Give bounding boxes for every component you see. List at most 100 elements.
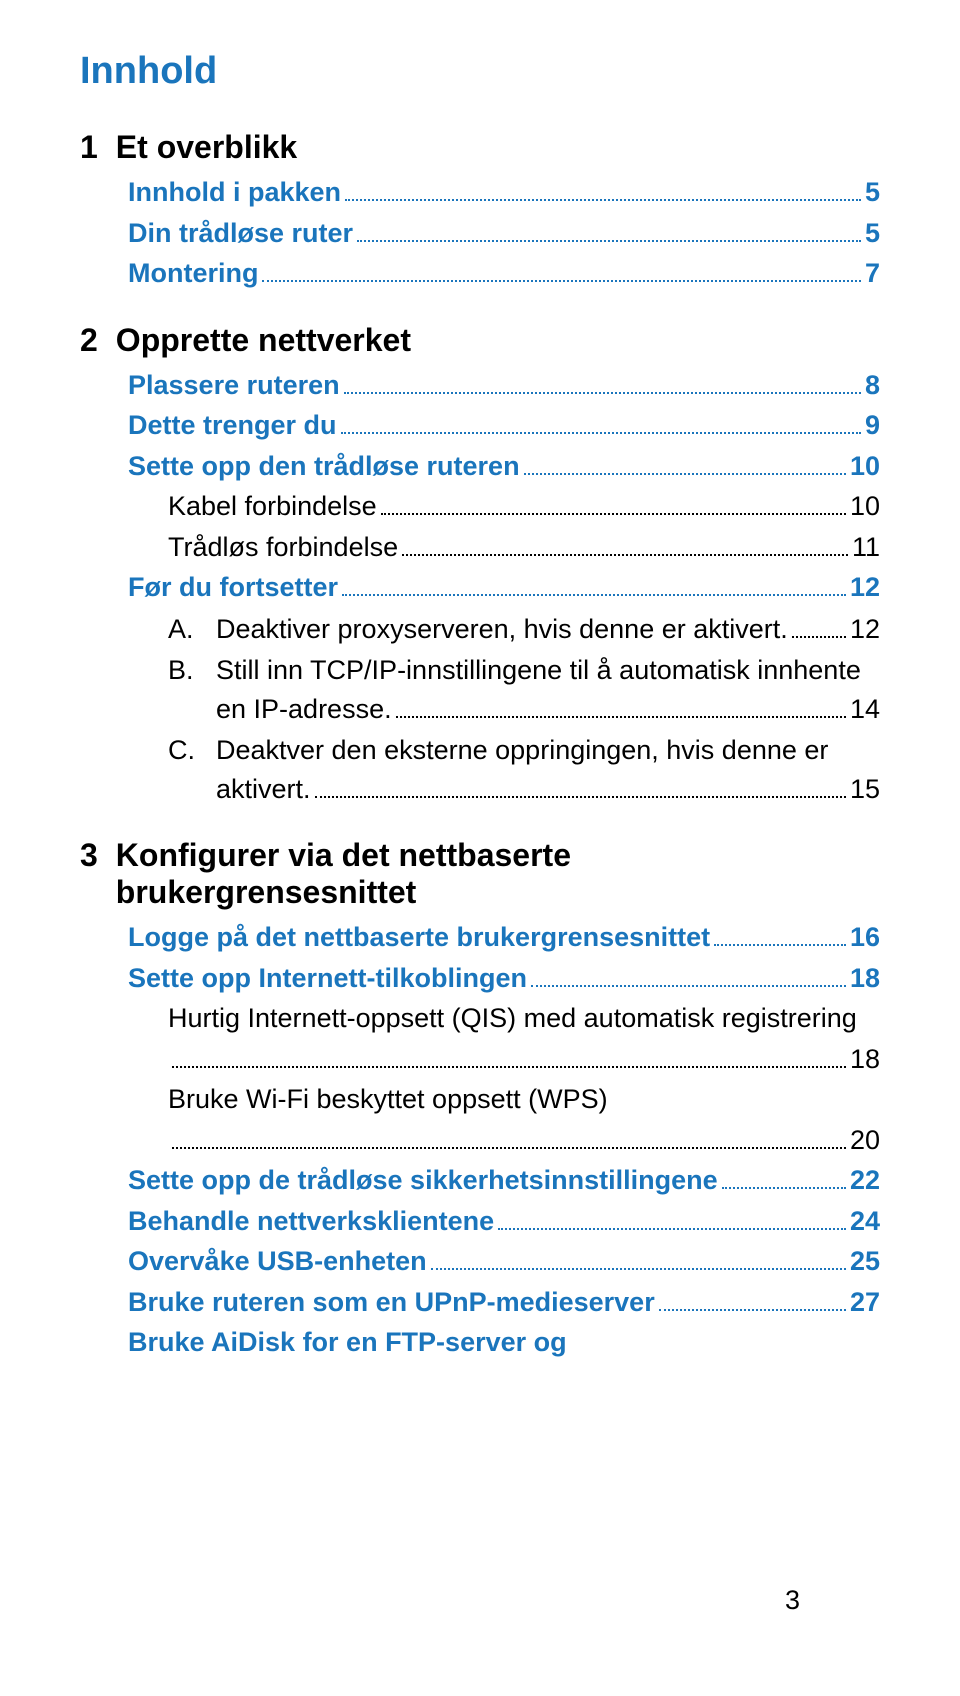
toc-page: 20	[850, 1120, 880, 1161]
toc-leader	[315, 796, 846, 798]
page-number: 3	[785, 1585, 800, 1616]
toc-page: 11	[852, 527, 880, 568]
toc-label: Dette trenger du	[128, 405, 337, 446]
toc-page: 10	[850, 486, 880, 527]
chapter-title: Konfigurer via det nettbaserte brukergre…	[116, 837, 880, 911]
toc-label: Still inn TCP/IP-innstillingene til å au…	[216, 651, 861, 690]
toc-leader	[172, 1147, 846, 1149]
toc-label: aktivert.	[216, 770, 311, 809]
toc-label: Bruke AiDisk for en FTP-server og	[128, 1322, 567, 1363]
toc-leader	[792, 636, 846, 638]
toc-entry[interactable]: Sette opp de trådløse sikkerhetsinnstill…	[80, 1160, 880, 1201]
toc-entry[interactable]: Behandle nettverksklientene 24	[80, 1201, 880, 1242]
toc-label: Hurtig Internett-oppsett (QIS) med autom…	[168, 998, 857, 1039]
toc-label: Sette opp de trådløse sikkerhetsinnstill…	[128, 1160, 718, 1201]
toc-page: 14	[850, 690, 880, 729]
toc-leader	[344, 392, 861, 394]
toc-entry[interactable]: Kabel forbindelse 10	[80, 486, 880, 527]
toc-leader	[531, 985, 846, 987]
toc-label: Trådløs forbindelse	[168, 527, 398, 568]
toc-leader	[722, 1187, 846, 1189]
chapter-header: 3 Konfigurer via det nettbaserte brukerg…	[80, 837, 880, 911]
toc-entry[interactable]: Overvåke USB-enheten 25	[80, 1241, 880, 1282]
toc-page: 15	[850, 770, 880, 809]
toc-label: Sette opp Internett-tilkoblingen	[128, 958, 527, 999]
toc-subentry[interactable]: A. Deaktiver proxyserveren, hvis denne e…	[80, 610, 880, 649]
toc-entry[interactable]: Sette opp Internett-tilkoblingen 18	[80, 958, 880, 999]
chapter-number: 1	[80, 129, 98, 166]
toc-page: 18	[850, 958, 880, 999]
toc-leader	[714, 944, 846, 946]
toc-page: 12	[850, 610, 880, 649]
toc-entry[interactable]: Hurtig Internett-oppsett (QIS) med autom…	[80, 998, 880, 1079]
toc-page: 22	[850, 1160, 880, 1201]
toc-entry[interactable]: Sette opp den trådløse ruteren 10	[80, 446, 880, 487]
toc-label: Innhold i pakken	[128, 172, 341, 213]
toc-page: 10	[850, 446, 880, 487]
chapter-2: 2 Opprette nettverket Plassere ruteren 8…	[80, 322, 880, 810]
toc-leader	[659, 1309, 846, 1311]
chapter-number: 2	[80, 322, 98, 359]
toc-label: Bruke Wi-Fi beskyttet oppsett (WPS)	[168, 1079, 608, 1120]
toc-label: Kabel forbindelse	[168, 486, 377, 527]
sub-letter: A.	[168, 610, 216, 649]
chapter-3: 3 Konfigurer via det nettbaserte brukerg…	[80, 837, 880, 1363]
toc-entry[interactable]: Bruke ruteren som en UPnP-medieserver 27	[80, 1282, 880, 1323]
toc-label: Plassere ruteren	[128, 365, 340, 406]
toc-page: 5	[865, 213, 880, 254]
toc-leader	[431, 1268, 846, 1270]
toc-entry[interactable]: Bruke AiDisk for en FTP-server og	[80, 1322, 880, 1363]
toc-page: 5	[865, 172, 880, 213]
toc-leader	[342, 594, 846, 596]
toc-subentry[interactable]: C. Deaktver den eksterne oppringingen, h…	[80, 731, 880, 809]
toc-leader	[498, 1228, 846, 1230]
toc-label: Sette opp den trådløse ruteren	[128, 446, 520, 487]
sub-letter: C.	[168, 731, 216, 809]
chapter-1: 1 Et overblikk Innhold i pakken 5 Din tr…	[80, 129, 880, 294]
toc-label: Overvåke USB-enheten	[128, 1241, 427, 1282]
toc-entry[interactable]: Bruke Wi-Fi beskyttet oppsett (WPS) 20	[80, 1079, 880, 1160]
toc-leader	[172, 1066, 846, 1068]
toc-leader	[341, 432, 861, 434]
toc-label: Før du fortsetter	[128, 567, 338, 608]
toc-label: Din trådløse ruter	[128, 213, 353, 254]
toc-page: 24	[850, 1201, 880, 1242]
chapter-title: Et overblikk	[116, 129, 297, 166]
toc-page: 12	[850, 567, 880, 608]
toc-entry[interactable]: Montering 7	[80, 253, 880, 294]
chapter-number: 3	[80, 837, 98, 874]
toc-leader	[396, 716, 846, 718]
toc-leader	[402, 554, 848, 556]
sub-letter: B.	[168, 651, 216, 729]
toc-leader	[262, 280, 860, 282]
toc-entry[interactable]: Dette trenger du 9	[80, 405, 880, 446]
toc-page: 27	[850, 1282, 880, 1323]
toc-entry[interactable]: Plassere ruteren 8	[80, 365, 880, 406]
toc-leader	[381, 513, 846, 515]
toc-label: Behandle nettverksklientene	[128, 1201, 494, 1242]
toc-page: 16	[850, 917, 880, 958]
toc-label: Deaktiver proxyserveren, hvis denne er a…	[216, 610, 788, 649]
toc-page: 7	[865, 253, 880, 294]
chapter-header: 1 Et overblikk	[80, 129, 880, 166]
toc-label: en IP-adresse.	[216, 690, 392, 729]
toc-entry[interactable]: Din trådløse ruter 5	[80, 213, 880, 254]
toc-entry[interactable]: Før du fortsetter 12	[80, 567, 880, 608]
toc-label: Deaktver den eksterne oppringingen, hvis…	[216, 731, 828, 770]
toc-entry[interactable]: Innhold i pakken 5	[80, 172, 880, 213]
chapter-title: Opprette nettverket	[116, 322, 411, 359]
toc-page: 18	[850, 1039, 880, 1080]
page-title: Innhold	[80, 50, 880, 93]
toc-leader	[524, 473, 846, 475]
chapter-header: 2 Opprette nettverket	[80, 322, 880, 359]
toc-label: Logge på det nettbaserte brukergrensesni…	[128, 917, 710, 958]
toc-subentry[interactable]: B. Still inn TCP/IP-innstillingene til å…	[80, 651, 880, 729]
toc-entry[interactable]: Trådløs forbindelse 11	[80, 527, 880, 568]
toc-entry[interactable]: Logge på det nettbaserte brukergrensesni…	[80, 917, 880, 958]
toc-label: Bruke ruteren som en UPnP-medieserver	[128, 1282, 655, 1323]
toc-leader	[357, 240, 861, 242]
toc-page: 9	[865, 405, 880, 446]
toc-page: 25	[850, 1241, 880, 1282]
toc-label: Montering	[128, 253, 258, 294]
toc-page: 8	[865, 365, 880, 406]
